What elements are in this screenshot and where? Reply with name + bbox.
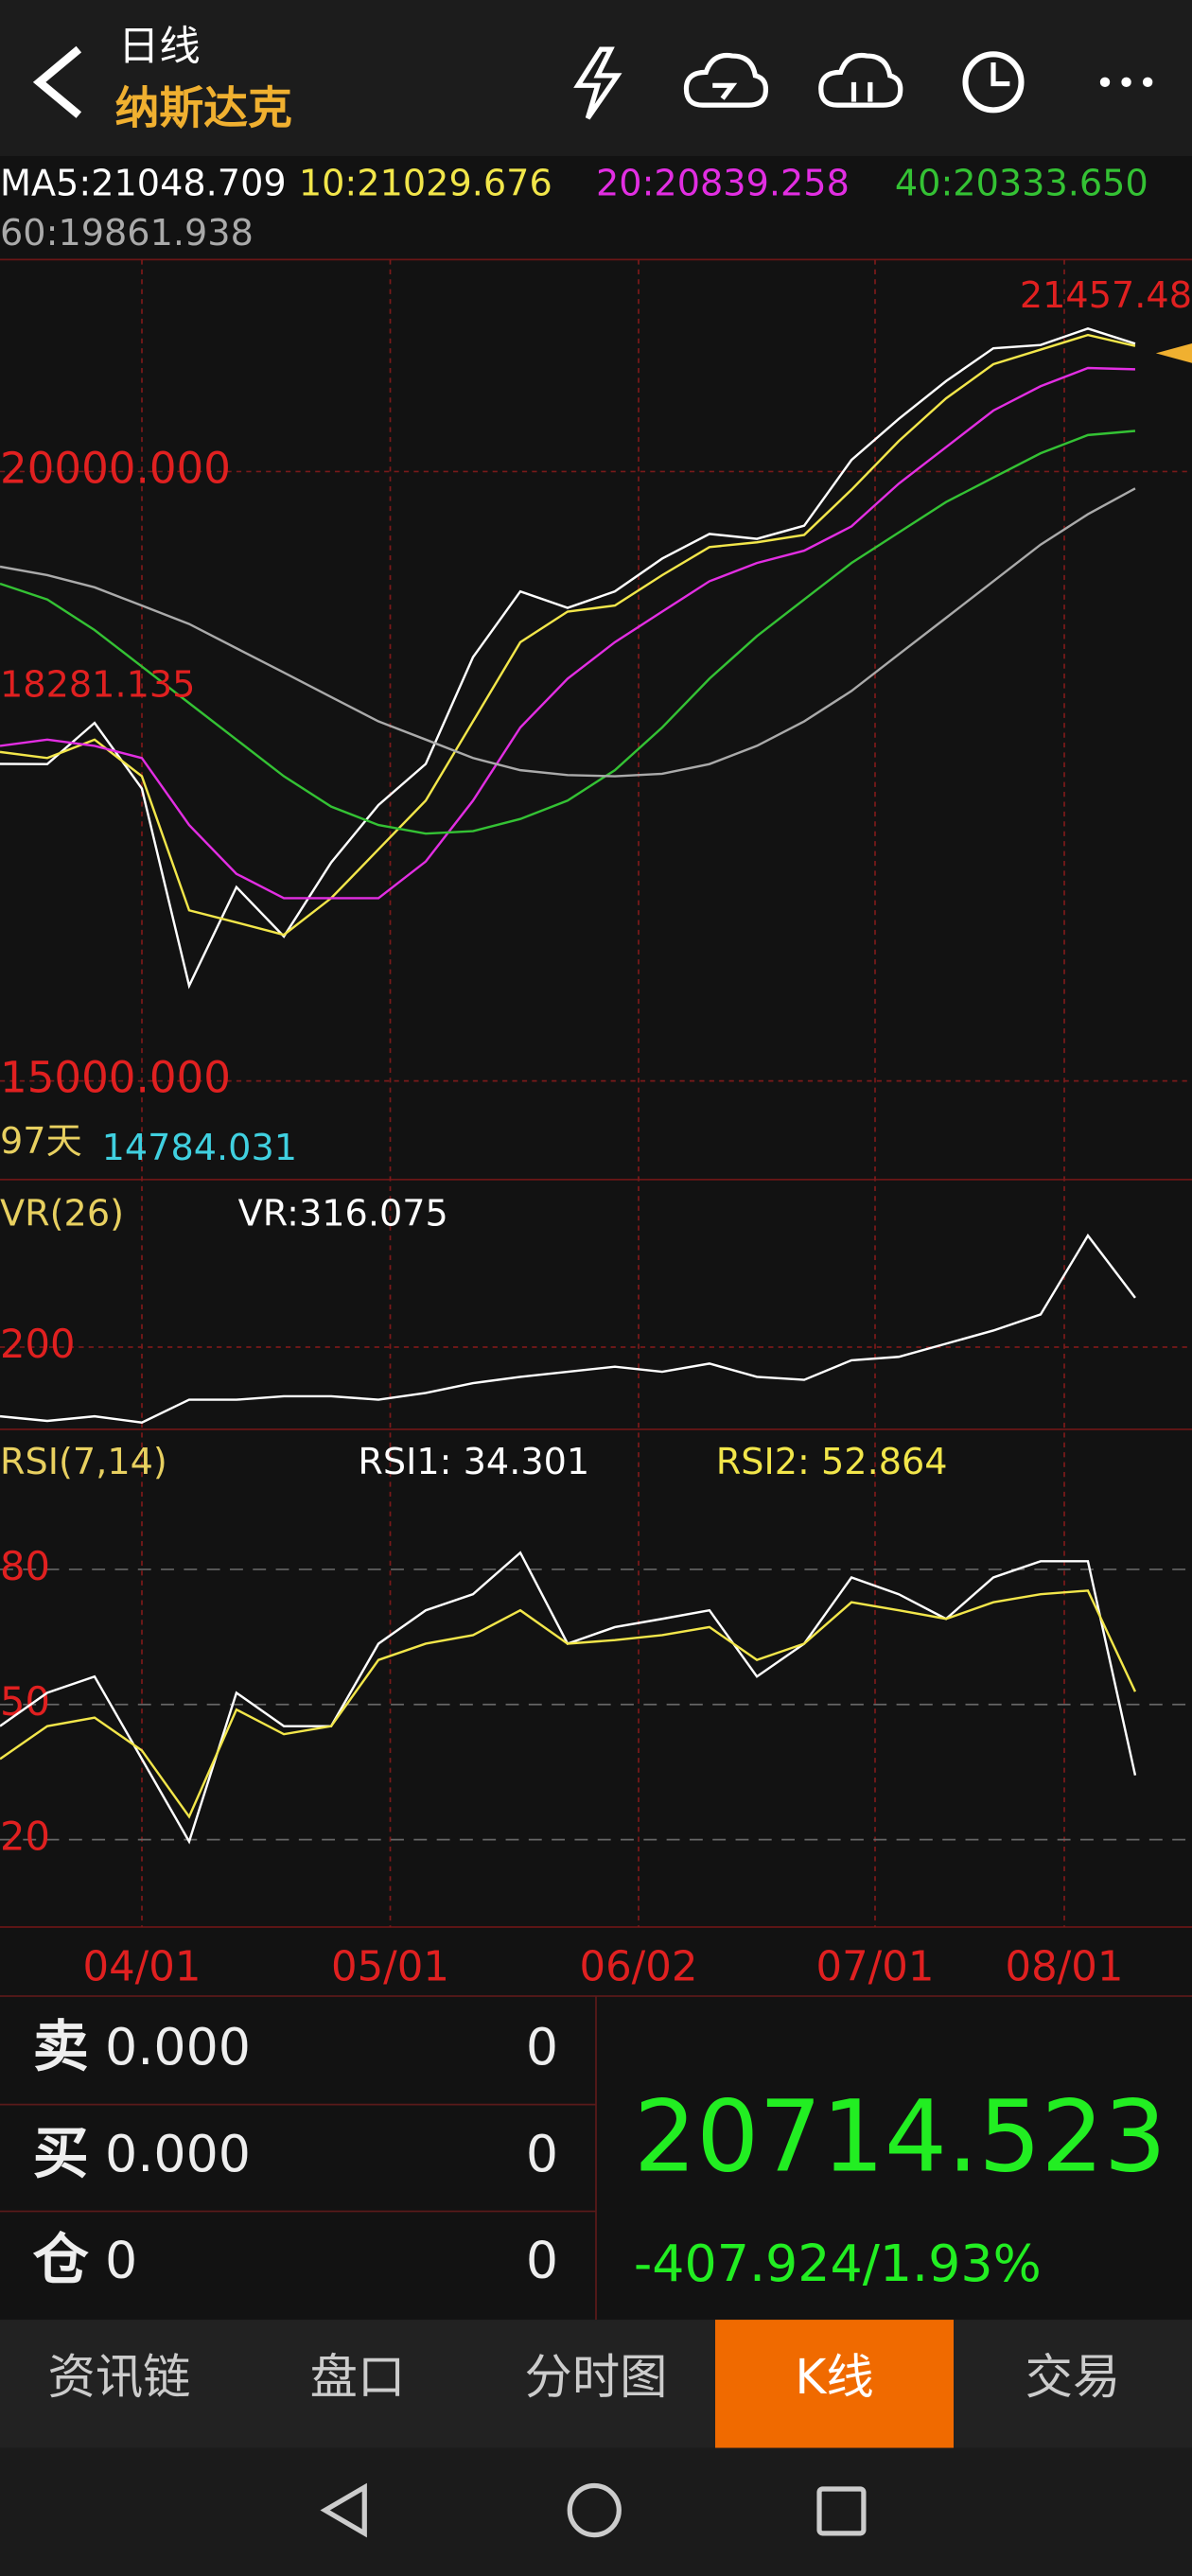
row-value: 0.000 (105, 2017, 251, 2077)
tab[interactable]: 分时图 (525, 2349, 668, 2405)
y-tick-label: 15000.000 (0, 1053, 231, 1103)
nav-home[interactable] (567, 2482, 622, 2538)
legend-item: 40:20333.650 (895, 164, 1148, 205)
clock-icon[interactable] (962, 51, 1025, 114)
y-tick-label: 200 (0, 1321, 75, 1367)
legend-item: 10:21029.676 (299, 164, 552, 205)
quote-panel: 20714.523 -407.924/1.93% (0, 1995, 1192, 2321)
row-volume: 0 (526, 2124, 558, 2183)
x-tick-label: 07/01 (815, 1944, 934, 1991)
legend-item: VR:316.075 (238, 1194, 448, 1235)
cloud-sync-icon[interactable] (818, 52, 903, 108)
tab[interactable]: K线 (795, 2349, 873, 2405)
series-line (0, 1589, 1137, 1819)
nav-recent[interactable] (816, 2486, 867, 2536)
more-menu[interactable] (1099, 77, 1153, 88)
legend-item: MA5:21048.709 (0, 164, 287, 205)
annotation: 14784.031 (102, 1128, 297, 1169)
legend-item: RSI1: 34.301 (358, 1442, 589, 1483)
series-line (0, 429, 1136, 835)
tab[interactable]: 盘口 (310, 2349, 406, 2405)
cloud-icon[interactable] (683, 52, 769, 108)
row-volume: 0 (526, 2231, 558, 2290)
series-line (0, 333, 1136, 937)
x-tick-label: 04/01 (82, 1944, 201, 1991)
annotation: 18281.135 (0, 664, 195, 706)
flash-icon[interactable] (573, 46, 622, 120)
series-line (0, 487, 1136, 778)
y-tick-label: 50 (0, 1678, 50, 1725)
x-tick-label: 06/02 (579, 1944, 697, 1991)
tab[interactable]: 交易 (1025, 2349, 1121, 2405)
annotation: 97天 (0, 1121, 82, 1163)
price-marker (1155, 342, 1192, 363)
tab-bar (0, 2320, 1192, 2448)
row-label: 仓 (33, 2227, 90, 2292)
row-value: 0.000 (105, 2124, 251, 2183)
row-label: 买 (33, 2120, 89, 2185)
legend-item: 20:20839.258 (596, 164, 850, 205)
x-tick-label: 05/01 (331, 1944, 449, 1991)
panel-title: RSI(7,14) (0, 1442, 167, 1483)
annotation: 21457.48 (1020, 275, 1192, 317)
tab[interactable]: 资讯链 (48, 2349, 191, 2405)
period-title: 日线 (118, 24, 201, 71)
series-line (0, 366, 1135, 900)
y-tick-label: 20000.000 (0, 443, 231, 493)
panel-title: VR(26) (0, 1194, 124, 1235)
legend-item: 60:19861.938 (0, 213, 254, 254)
index-name: 纳斯达克 (114, 83, 291, 135)
y-tick-label: 20 (0, 1814, 50, 1860)
series-line (0, 1233, 1136, 1424)
nav-bar (0, 2447, 1192, 2576)
x-tick-label: 08/01 (1005, 1944, 1123, 1991)
price-change: -407.924/1.93% (634, 2234, 1042, 2293)
row-value: 0 (105, 2231, 137, 2290)
nav-back[interactable] (320, 2482, 367, 2538)
back-button[interactable] (32, 45, 82, 118)
legend-item: RSI2: 52.864 (716, 1442, 948, 1483)
row-label: 卖 (33, 2013, 89, 2078)
y-tick-label: 80 (0, 1543, 50, 1589)
active-tab (715, 2320, 954, 2448)
clock-hands (990, 61, 1010, 87)
last-price: 20714.523 (634, 2079, 1166, 2195)
row-volume: 0 (526, 2017, 558, 2077)
series-line (0, 327, 1136, 990)
